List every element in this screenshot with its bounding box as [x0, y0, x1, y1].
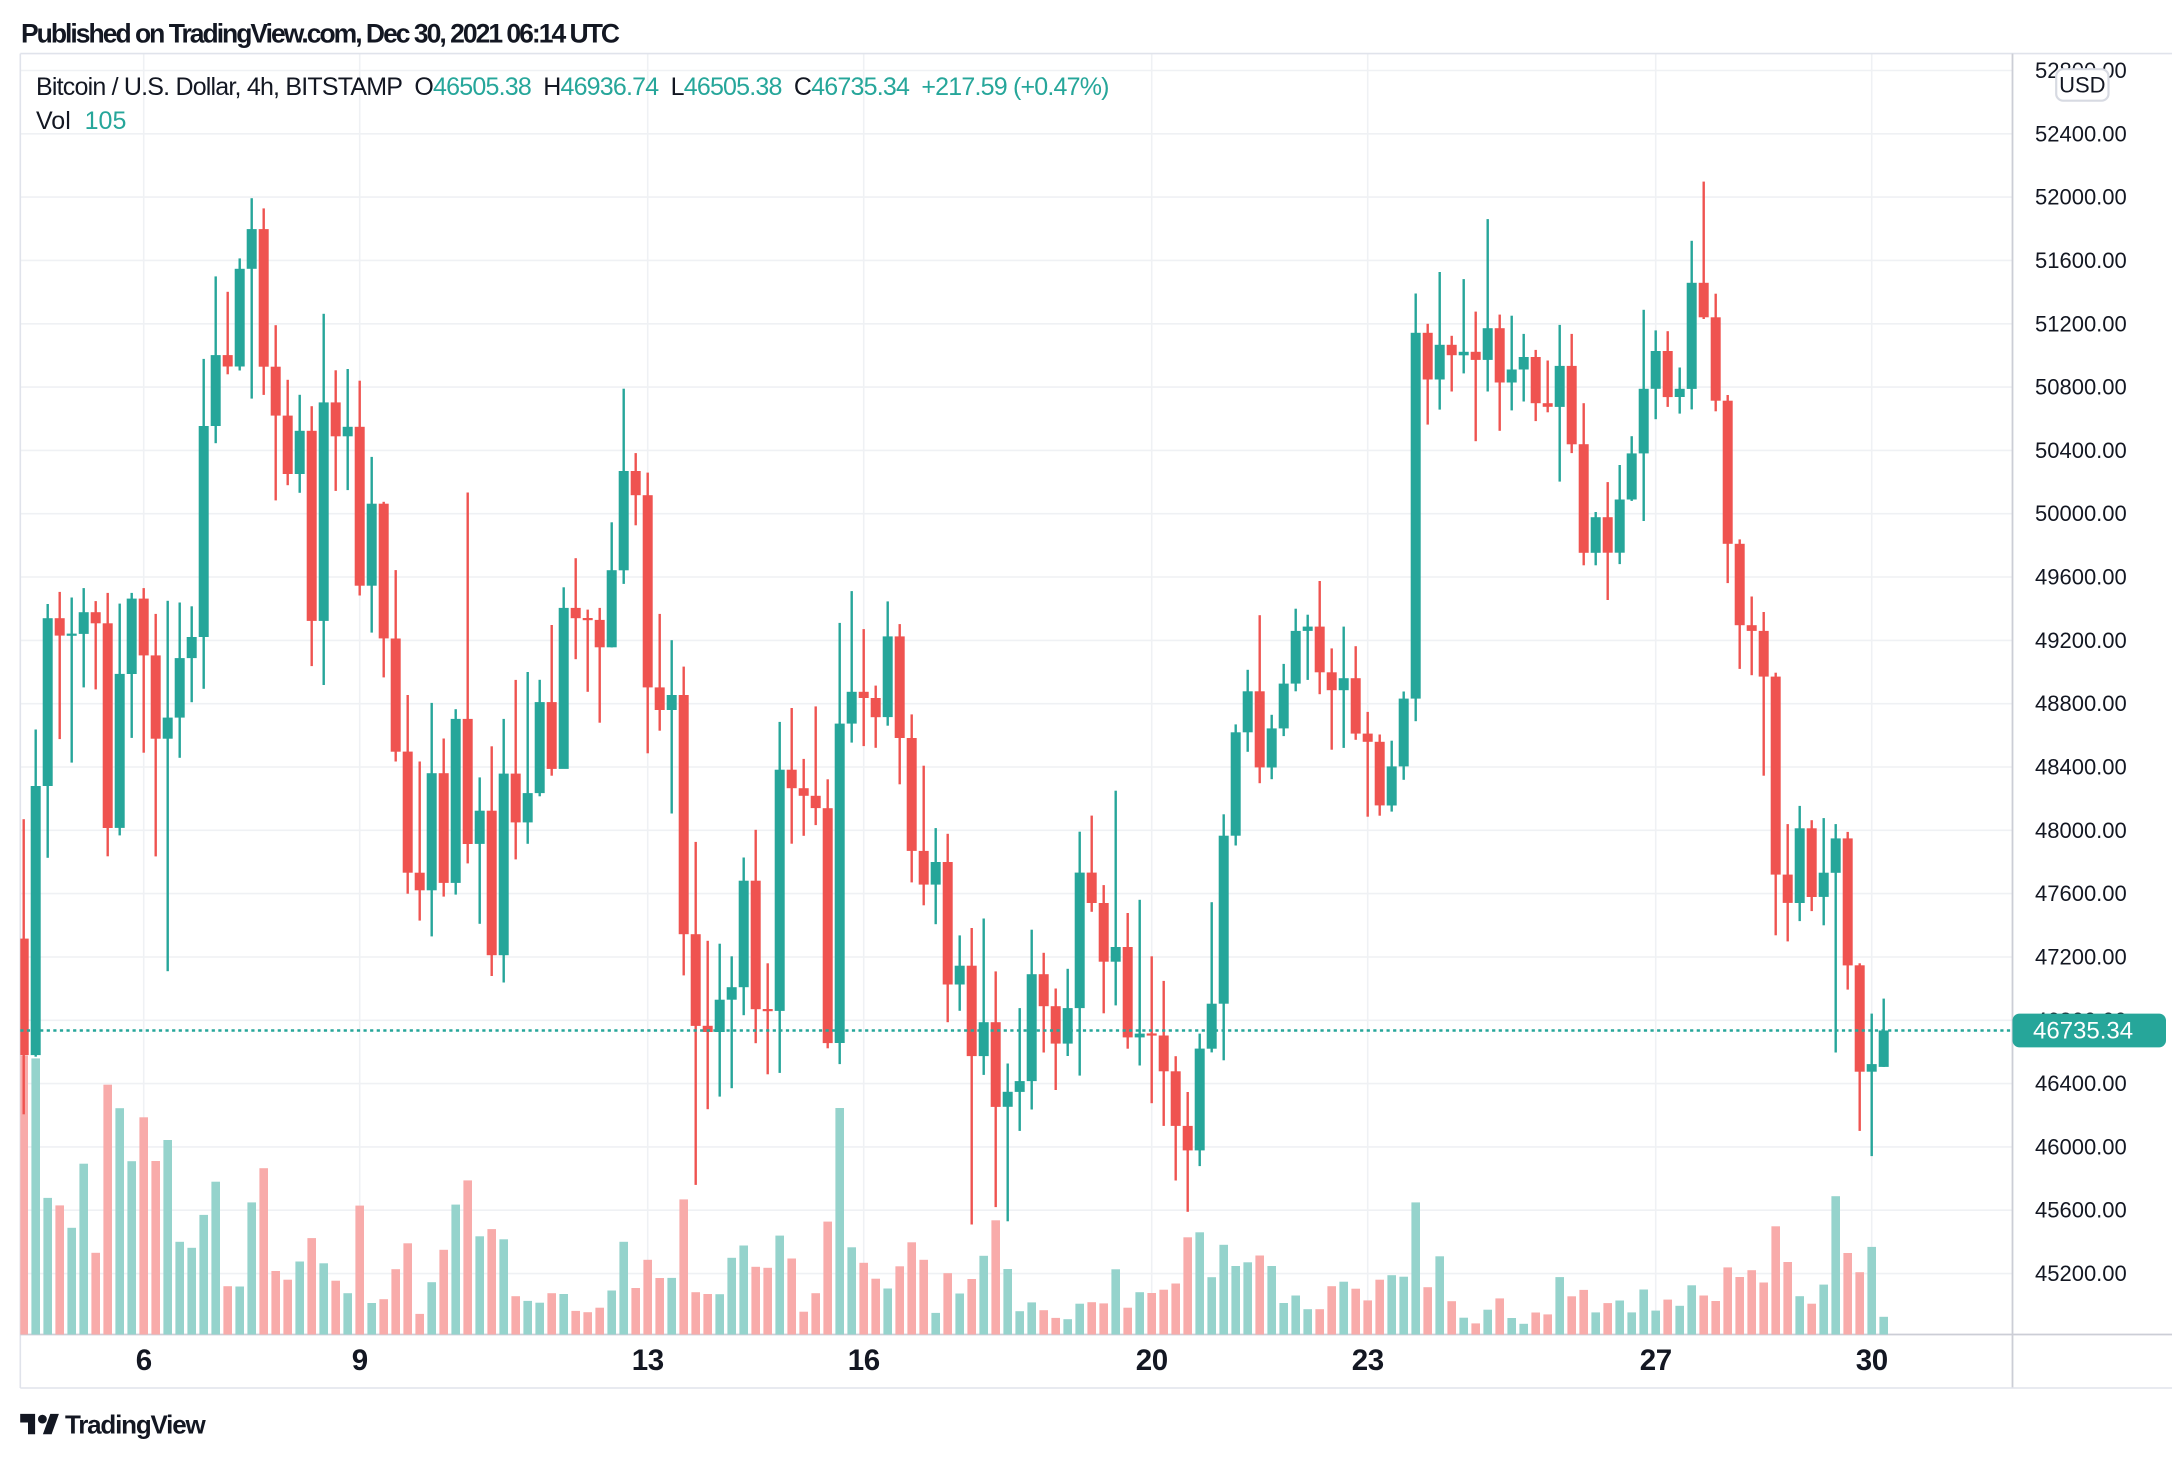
svg-text:46735.34: 46735.34: [2033, 1018, 2133, 1045]
svg-text:45600.00: 45600.00: [2035, 1198, 2127, 1223]
svg-text:51600.00: 51600.00: [2035, 248, 2127, 273]
svg-text:48000.00: 48000.00: [2035, 818, 2127, 843]
svg-text:9: 9: [352, 1344, 368, 1377]
svg-text:51200.00: 51200.00: [2035, 311, 2127, 336]
svg-text:50000.00: 50000.00: [2035, 501, 2127, 526]
svg-text:48800.00: 48800.00: [2035, 691, 2127, 716]
svg-text:50400.00: 50400.00: [2035, 438, 2127, 463]
svg-text:30: 30: [1856, 1344, 1888, 1377]
svg-text:46000.00: 46000.00: [2035, 1134, 2127, 1159]
svg-text:52000.00: 52000.00: [2035, 185, 2127, 210]
svg-text:45200.00: 45200.00: [2035, 1261, 2127, 1286]
svg-text:20: 20: [1136, 1344, 1168, 1377]
svg-text:47600.00: 47600.00: [2035, 881, 2127, 906]
svg-text:52400.00: 52400.00: [2035, 121, 2127, 146]
svg-text:6: 6: [136, 1344, 152, 1377]
svg-text:16: 16: [848, 1344, 880, 1377]
svg-text:49200.00: 49200.00: [2035, 628, 2127, 653]
svg-text:50800.00: 50800.00: [2035, 375, 2127, 400]
svg-text:USD: USD: [2059, 73, 2105, 98]
svg-text:Vol 105: Vol 105: [36, 107, 126, 135]
svg-text:46400.00: 46400.00: [2035, 1071, 2127, 1096]
svg-text:23: 23: [1352, 1344, 1384, 1377]
svg-text:49600.00: 49600.00: [2035, 565, 2127, 590]
svg-text:47200.00: 47200.00: [2035, 945, 2127, 970]
svg-text:13: 13: [632, 1344, 664, 1377]
svg-text:Published on TradingView.com,: Published on TradingView.com, Dec 30, 20…: [21, 19, 620, 49]
svg-text:48400.00: 48400.00: [2035, 755, 2127, 780]
svg-text:27: 27: [1640, 1344, 1672, 1377]
svg-text:Bitcoin / U.S. Dollar, 4h, BIT: Bitcoin / U.S. Dollar, 4h, BITSTAMP O465…: [36, 73, 1109, 101]
svg-text:TradingView: TradingView: [65, 1410, 206, 1440]
